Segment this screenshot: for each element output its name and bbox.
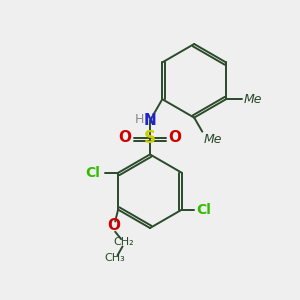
Text: CH₃: CH₃ <box>105 253 126 263</box>
Text: O: O <box>118 130 131 145</box>
Text: O: O <box>169 130 182 145</box>
Text: O: O <box>107 218 120 233</box>
Text: H: H <box>135 112 144 126</box>
Text: CH₂: CH₂ <box>114 237 134 247</box>
Text: Me: Me <box>244 93 262 106</box>
Text: S: S <box>144 129 156 147</box>
Text: Cl: Cl <box>85 166 100 180</box>
Text: N: N <box>144 113 156 128</box>
Text: Cl: Cl <box>196 202 211 217</box>
Text: Me: Me <box>204 133 222 146</box>
